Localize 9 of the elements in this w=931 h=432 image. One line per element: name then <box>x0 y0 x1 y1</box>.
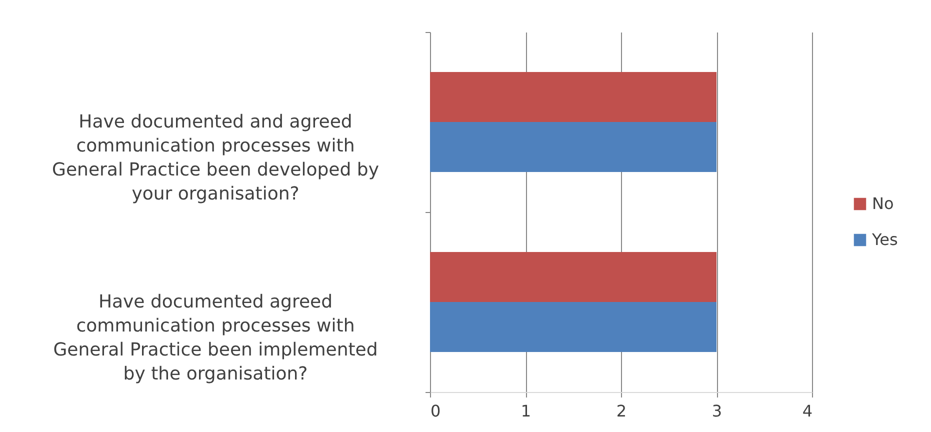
x-tick-label: 4 <box>802 402 812 420</box>
legend-label: No <box>872 194 894 213</box>
y-tick-label: Have documented and agreed communication processes with General Practice been developed by your organisation? <box>52 112 380 204</box>
y-tick-label: Have documented agreed communication processes with General Practice been implemented by the organisation? <box>53 292 378 384</box>
x-tick-label: 3 <box>712 402 722 420</box>
legend-label: Yes <box>871 230 898 249</box>
x-tick-label: 0 <box>430 402 441 420</box>
x-tick-label: 2 <box>616 402 627 420</box>
x-tick-label: 1 <box>520 402 532 420</box>
